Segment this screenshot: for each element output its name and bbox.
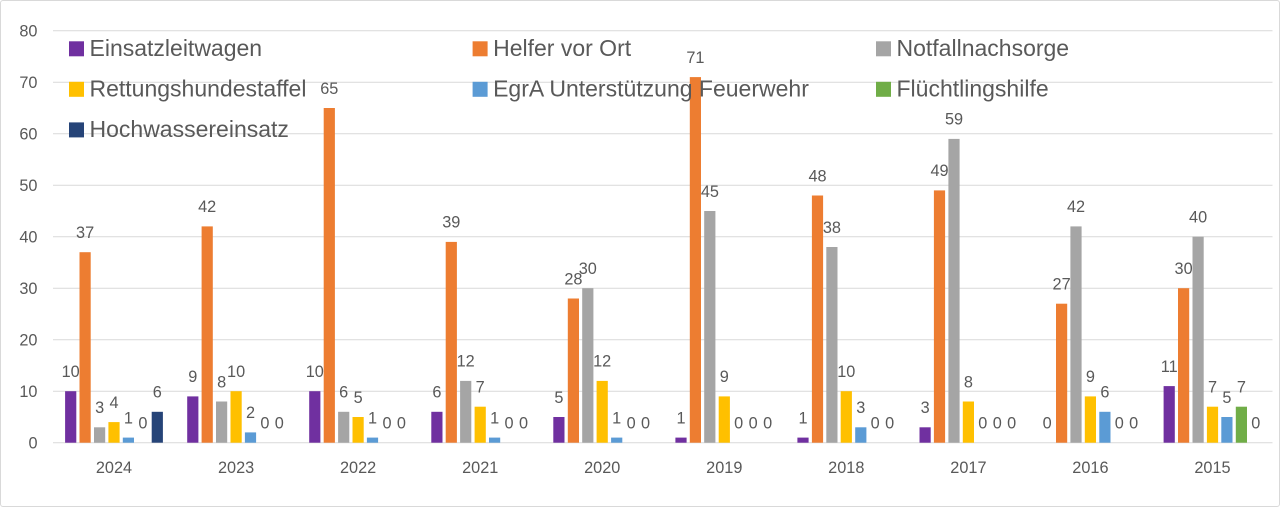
svg-text:2016: 2016 — [1072, 459, 1108, 477]
svg-text:1: 1 — [676, 409, 685, 427]
svg-text:0: 0 — [627, 415, 636, 433]
svg-text:2023: 2023 — [218, 459, 254, 477]
svg-text:0: 0 — [885, 415, 894, 433]
svg-text:1: 1 — [798, 409, 807, 427]
svg-text:0: 0 — [1043, 415, 1052, 433]
svg-text:0: 0 — [504, 415, 513, 433]
svg-text:9: 9 — [188, 368, 197, 386]
svg-text:Hochwassereinsatz: Hochwassereinsatz — [90, 116, 289, 142]
svg-text:6: 6 — [339, 384, 348, 402]
svg-text:10: 10 — [19, 383, 37, 401]
svg-text:EgrA Unterstützung Feuerwehr: EgrA Unterstützung Feuerwehr — [493, 75, 809, 101]
svg-text:0: 0 — [138, 415, 147, 433]
svg-text:48: 48 — [808, 167, 826, 185]
svg-text:2021: 2021 — [462, 459, 498, 477]
svg-text:80: 80 — [19, 23, 37, 41]
svg-text:27: 27 — [1053, 276, 1071, 294]
svg-text:45: 45 — [701, 183, 719, 201]
svg-text:0: 0 — [734, 415, 743, 433]
svg-text:5: 5 — [554, 389, 563, 407]
svg-text:0: 0 — [871, 415, 880, 433]
svg-text:30: 30 — [1175, 260, 1193, 278]
svg-text:0: 0 — [1007, 415, 1016, 433]
svg-text:1: 1 — [368, 409, 377, 427]
svg-text:2020: 2020 — [584, 459, 620, 477]
svg-text:Helfer vor Ort: Helfer vor Ort — [493, 35, 632, 61]
svg-text:2: 2 — [246, 404, 255, 422]
svg-text:2017: 2017 — [950, 459, 986, 477]
svg-text:30: 30 — [19, 280, 37, 298]
svg-text:2024: 2024 — [96, 459, 132, 477]
svg-text:9: 9 — [1086, 368, 1095, 386]
svg-text:70: 70 — [19, 74, 37, 92]
svg-text:6: 6 — [432, 384, 441, 402]
svg-text:Einsatzleitwagen: Einsatzleitwagen — [90, 35, 263, 61]
svg-text:0: 0 — [1251, 415, 1260, 433]
svg-text:0: 0 — [519, 415, 528, 433]
svg-text:2015: 2015 — [1194, 459, 1230, 477]
svg-text:12: 12 — [593, 353, 611, 371]
svg-text:6: 6 — [153, 384, 162, 402]
svg-text:30: 30 — [579, 260, 597, 278]
svg-text:2022: 2022 — [340, 459, 376, 477]
svg-text:10: 10 — [837, 363, 855, 381]
svg-text:6: 6 — [1100, 384, 1109, 402]
svg-text:49: 49 — [930, 162, 948, 180]
svg-text:3: 3 — [856, 399, 865, 417]
svg-text:3: 3 — [95, 399, 104, 417]
svg-text:8: 8 — [964, 373, 973, 391]
svg-text:65: 65 — [320, 80, 338, 98]
svg-text:0: 0 — [1129, 415, 1138, 433]
svg-text:0: 0 — [275, 415, 284, 433]
svg-text:9: 9 — [720, 368, 729, 386]
svg-text:60: 60 — [19, 126, 37, 144]
svg-text:Flüchtlingshilfe: Flüchtlingshilfe — [897, 75, 1049, 101]
svg-text:7: 7 — [1237, 379, 1246, 397]
svg-text:2019: 2019 — [706, 459, 742, 477]
svg-text:0: 0 — [1115, 415, 1124, 433]
svg-text:7: 7 — [1208, 379, 1217, 397]
svg-text:39: 39 — [442, 214, 460, 232]
svg-text:1: 1 — [490, 409, 499, 427]
svg-text:71: 71 — [686, 49, 704, 67]
svg-text:7: 7 — [476, 379, 485, 397]
svg-text:28: 28 — [564, 270, 582, 288]
svg-text:0: 0 — [763, 415, 772, 433]
svg-text:59: 59 — [945, 111, 963, 129]
svg-text:Rettungshundestaffel: Rettungshundestaffel — [90, 75, 307, 101]
svg-text:37: 37 — [76, 224, 94, 242]
svg-text:0: 0 — [641, 415, 650, 433]
svg-text:5: 5 — [354, 389, 363, 407]
svg-text:50: 50 — [19, 177, 37, 195]
svg-text:0: 0 — [28, 435, 37, 453]
svg-text:4: 4 — [109, 394, 118, 412]
svg-text:11: 11 — [1161, 358, 1178, 376]
svg-text:10: 10 — [227, 363, 245, 381]
svg-text:1: 1 — [124, 409, 133, 427]
svg-text:10: 10 — [62, 363, 80, 381]
svg-text:12: 12 — [457, 353, 475, 371]
svg-text:8: 8 — [217, 373, 226, 391]
svg-text:0: 0 — [260, 415, 269, 433]
svg-text:42: 42 — [1067, 198, 1085, 216]
svg-text:1: 1 — [612, 409, 621, 427]
svg-text:0: 0 — [397, 415, 406, 433]
svg-text:40: 40 — [19, 229, 37, 247]
svg-text:0: 0 — [993, 415, 1002, 433]
svg-text:0: 0 — [382, 415, 391, 433]
svg-text:10: 10 — [306, 363, 324, 381]
svg-text:Notfallnachsorge: Notfallnachsorge — [897, 35, 1070, 61]
svg-text:38: 38 — [823, 219, 841, 237]
svg-text:0: 0 — [978, 415, 987, 433]
svg-text:2018: 2018 — [828, 459, 864, 477]
svg-text:20: 20 — [19, 332, 37, 350]
svg-text:42: 42 — [198, 198, 216, 216]
svg-text:5: 5 — [1222, 389, 1231, 407]
svg-text:40: 40 — [1189, 209, 1207, 227]
svg-text:0: 0 — [749, 415, 758, 433]
svg-text:3: 3 — [921, 399, 930, 417]
